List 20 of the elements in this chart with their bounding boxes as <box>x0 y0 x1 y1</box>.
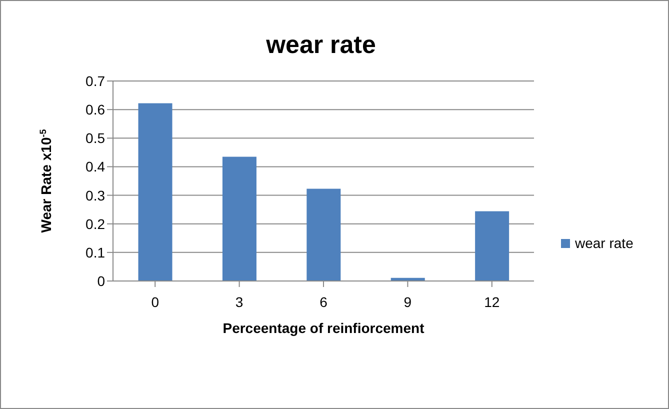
legend-label: wear rate <box>575 235 634 251</box>
y-tick-label: 0.4 <box>86 158 106 175</box>
bar <box>222 156 256 281</box>
y-tick-label: 0.2 <box>86 216 106 232</box>
bar <box>306 188 341 281</box>
x-tick-label: 9 <box>404 294 412 310</box>
y-tick-label: 0.1 <box>86 244 106 260</box>
y-tick-label: 0.5 <box>86 130 106 146</box>
x-tick-label: 0 <box>151 294 160 310</box>
x-axis-title: Perceentage of reinfiorcement <box>222 320 425 336</box>
y-tick-label: 0.3 <box>86 187 106 204</box>
chart-title: wear rate <box>265 31 377 60</box>
y-tick-label: 0 <box>97 272 106 289</box>
y-tick-label: 0.6 <box>86 102 106 118</box>
x-tick-label: 6 <box>320 294 328 310</box>
x-tick-label: 12 <box>484 294 500 310</box>
x-tick-label: 3 <box>235 294 244 310</box>
bar <box>475 211 510 281</box>
y-tick-label: 0.7 <box>86 72 106 89</box>
bar <box>138 103 172 281</box>
